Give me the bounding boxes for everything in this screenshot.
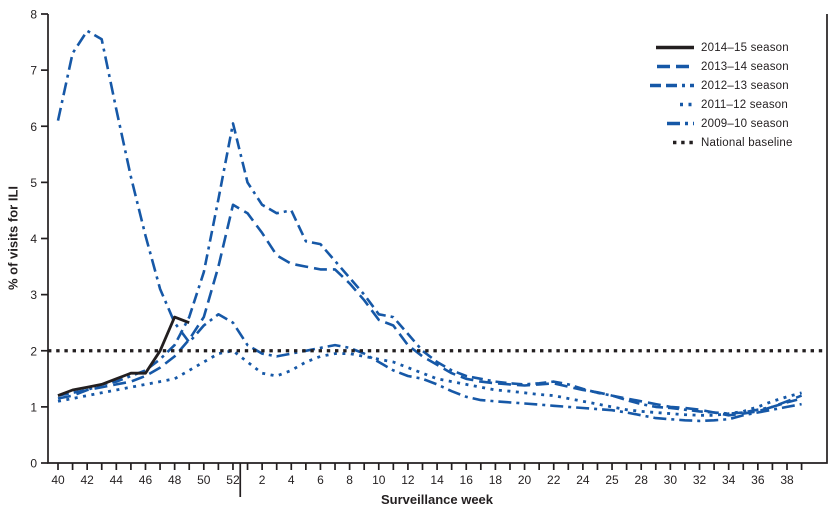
- y-tick-label: 3: [30, 288, 37, 302]
- x-tick-label: 24: [576, 473, 590, 487]
- x-tick-label: 20: [518, 473, 532, 487]
- legend-item: National baseline: [648, 133, 793, 152]
- x-tick-label: 16: [460, 473, 474, 487]
- y-tick-label: 6: [30, 120, 37, 134]
- legend-line-sample: [656, 45, 694, 50]
- series-line: [57, 122, 802, 415]
- legend-line-sample: [673, 140, 694, 145]
- legend-line-sample: [667, 121, 694, 126]
- x-tick-label: 30: [664, 473, 678, 487]
- x-tick-label: 12: [401, 473, 415, 487]
- legend-label: 2009–10 season: [701, 117, 789, 130]
- legend-item: 2014–15 season: [648, 38, 793, 57]
- x-tick-label: 34: [722, 473, 736, 487]
- legend-line-sample: [657, 64, 694, 69]
- x-tick-label: 52: [226, 473, 240, 487]
- legend-label: National baseline: [701, 136, 793, 149]
- x-tick-label: 8: [346, 473, 353, 487]
- x-tick-label: 50: [197, 473, 211, 487]
- x-tick-label: 44: [110, 473, 124, 487]
- legend-label: 2013–14 season: [701, 60, 789, 73]
- series-line: [57, 315, 190, 397]
- legend-item: 2013–14 season: [648, 57, 793, 76]
- legend: 2014–15 season 2013–14 season 2012–13 seas…: [648, 38, 793, 152]
- x-tick-label: 18: [489, 473, 503, 487]
- x-tick-label: 28: [635, 473, 649, 487]
- y-tick-label: 4: [30, 232, 37, 246]
- x-tick-label: 2: [259, 473, 266, 487]
- x-tick-label: 36: [751, 473, 765, 487]
- y-axis-label: % of visits for ILI: [5, 185, 21, 291]
- y-tick-label: 8: [30, 8, 37, 22]
- x-tick-label: 32: [693, 473, 707, 487]
- x-tick-label: 6: [317, 473, 324, 487]
- x-tick-label: 14: [430, 473, 444, 487]
- y-tick-label: 7: [30, 64, 37, 78]
- y-tick-label: 0: [30, 457, 37, 471]
- x-tick-label: 4: [288, 473, 295, 487]
- y-tick-label: 1: [30, 400, 37, 414]
- legend-label: 2012–13 season: [701, 79, 789, 92]
- legend-label: 2014–15 season: [701, 41, 789, 54]
- x-tick-label: 10: [372, 473, 386, 487]
- legend-line-sample: [650, 83, 694, 88]
- legend-item: 2009–10 season: [648, 114, 793, 133]
- y-tick-label: 5: [30, 176, 37, 190]
- legend-item: 2011–12 season: [648, 95, 793, 114]
- x-tick-label: 40: [51, 473, 65, 487]
- y-tick-label: 2: [30, 344, 37, 358]
- x-axis-label: Surveillance week: [380, 492, 494, 507]
- legend-item: 2012–13 season: [648, 76, 793, 95]
- series-line: [57, 349, 802, 417]
- x-tick-label: 42: [80, 473, 94, 487]
- x-tick-label: 48: [168, 473, 182, 487]
- series-line: [57, 203, 803, 417]
- x-tick-label: 22: [547, 473, 561, 487]
- x-tick-label: 25: [605, 473, 619, 487]
- x-tick-label: 46: [139, 473, 153, 487]
- legend-line-sample: [680, 102, 694, 107]
- x-tick-label: 38: [780, 473, 794, 487]
- legend-label: 2011–12 season: [701, 98, 788, 111]
